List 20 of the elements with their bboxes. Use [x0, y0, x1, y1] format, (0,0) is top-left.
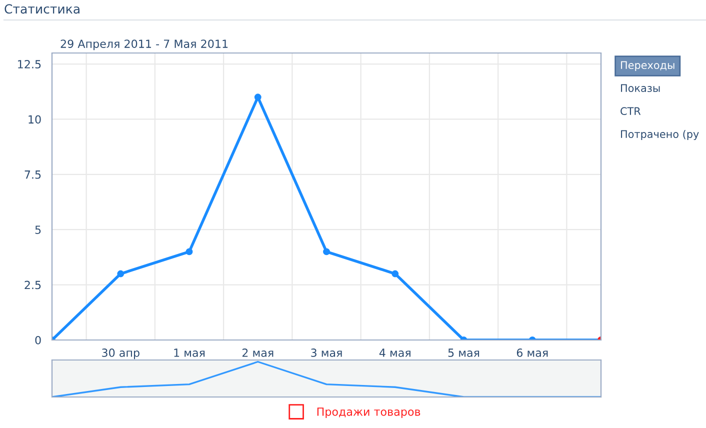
y-tick-label: 0 — [35, 336, 41, 344]
x-tick-label: 1 мая — [174, 348, 205, 357]
chart-title: Статистика — [4, 4, 80, 14]
y-tick-label: 2.5 — [24, 280, 41, 290]
x-tick-label: 4 мая — [379, 348, 410, 357]
y-tick-label: 10 — [28, 115, 41, 124]
text: CTR — [620, 107, 641, 116]
text: Показы — [621, 84, 660, 92]
chart-subtitle: 29 Апреля 2011 - 7 Мая 2011 — [60, 40, 228, 50]
legend-label: Продажи товаров — [317, 408, 420, 418]
y-tick-label: 5 — [35, 226, 41, 234]
text: Потрачено (ру — [621, 130, 699, 140]
x-tick-label: 5 мая — [448, 348, 480, 357]
y-tick-label: 12.5 — [18, 60, 41, 68]
text: Переходы — [621, 61, 674, 72]
x-tick-label: 3 мая — [311, 348, 342, 357]
x-tick-label: 6 мая — [516, 348, 548, 357]
x-tick-label: 2 мая — [242, 348, 274, 357]
y-tick-label: 7.5 — [24, 170, 41, 179]
x-tick-label: 30 апр — [102, 348, 140, 360]
